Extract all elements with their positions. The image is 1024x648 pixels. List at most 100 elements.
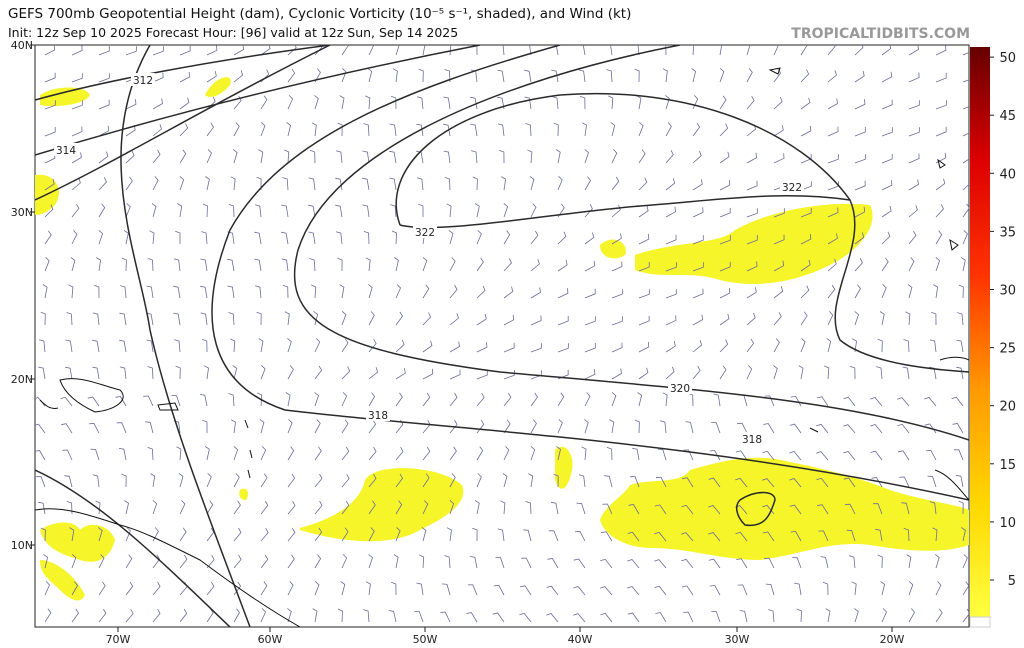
wind-barb [763,423,775,434]
wind-barb [908,45,919,56]
wind-barb [955,474,964,488]
wind-barb [125,581,134,596]
wind-barb [611,392,617,407]
wind-barb [71,73,83,83]
wind-barb [546,585,559,596]
wind-barb [389,123,397,137]
wind-barb [798,365,804,380]
wind-barb [335,231,343,245]
wind-barb [179,149,187,164]
wind-barb [502,473,508,488]
wind-barb [418,68,424,83]
wind-barb [871,477,883,488]
wind-barb [173,258,181,272]
wind-barb [341,392,348,407]
wind-barb [175,230,181,244]
wind-barb [735,450,748,461]
wind-barb [952,423,964,434]
wind-barb [71,45,83,56]
wind-barb [584,392,591,407]
wind-barb [171,395,181,407]
wind-barb [709,584,721,596]
wind-barb [124,500,129,515]
wind-barb [827,98,838,110]
wind-barb [746,152,758,164]
wind-barb [636,95,642,110]
wind-barb [470,96,478,110]
coastlines [35,67,969,627]
wind-barb [36,476,46,488]
wind-barb [474,203,480,218]
wind-barb [286,122,292,137]
wind-barb [448,230,454,245]
wind-barb [655,476,667,488]
wind-barb [362,204,370,218]
wind-barb [341,446,350,461]
wind-barb [773,365,778,380]
wind-barb [314,473,323,488]
wind-barb [739,610,748,623]
wind-barb [762,531,775,542]
wind-barb [581,122,587,137]
wind-barb [665,366,675,380]
wind-barb [233,608,240,623]
wind-barb [773,338,780,353]
wind-barb [962,52,969,56]
wind-barb [98,527,103,542]
wind-barb [392,68,398,83]
wind-barb [960,257,966,272]
wind-barb [467,584,478,596]
wind-barb [665,341,676,353]
wind-barb [254,285,262,299]
wind-barb [962,203,969,218]
wind-barb [746,312,756,326]
wind-barb [530,343,542,353]
wind-barb [146,312,154,326]
wind-barb [497,96,505,110]
wind-barb [314,446,322,461]
wind-barb [395,45,400,56]
wind-barb [550,501,559,515]
wind-barb [881,45,892,56]
wind-barb [935,45,947,56]
wind-barb [44,257,50,272]
wind-barb [281,231,289,245]
wind-barb [311,284,317,299]
wind-barb [98,73,110,83]
wind-barb [584,419,589,434]
wind-barb [449,446,457,461]
wind-barb [314,338,321,353]
wind-barb [789,504,802,515]
wind-barb [125,609,134,623]
wind-barb [905,311,911,326]
wind-barb [881,284,887,299]
contour-label-bg [131,73,155,86]
wind-barb [665,122,672,137]
wind-barb [125,150,135,164]
wind-barb [692,235,704,245]
wind-barb [440,611,451,623]
wind-barb [637,392,643,407]
wind-barb [341,68,347,83]
wind-barb [638,122,644,137]
wind-barb [638,177,648,191]
wind-barb [71,152,82,164]
wind-barb [416,123,424,137]
wind-barb [879,311,885,326]
wind-barb [395,392,403,407]
wind-barb [873,503,883,515]
wind-barb [200,285,208,299]
wind-barb [962,79,969,83]
wind-barb [584,232,595,245]
wind-barb [449,341,460,353]
wind-barb [692,150,702,164]
wind-barb [557,176,563,191]
wind-barb [929,501,937,515]
wind-barb [951,396,964,407]
wind-barb [476,473,482,488]
wind-barb [825,608,831,623]
wind-barb [389,177,397,191]
colorbar-label: 10 [999,516,1016,531]
wind-barb [827,45,836,56]
wind-barb [395,500,403,515]
